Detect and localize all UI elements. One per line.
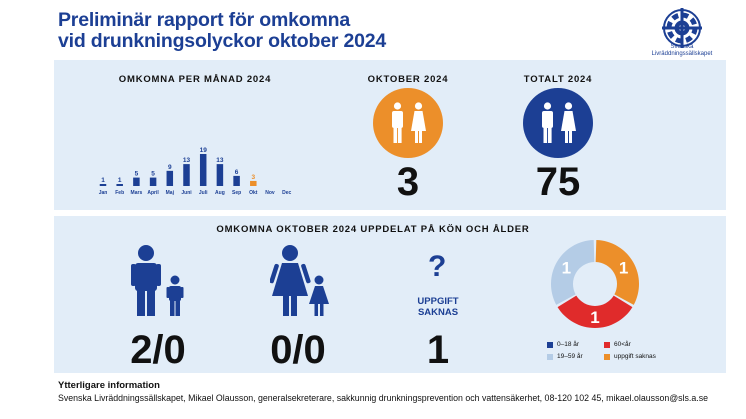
breakdown-panel — [54, 216, 726, 373]
month-tick-label: Jan — [99, 190, 108, 196]
legend-label: 19–59 år — [557, 353, 583, 360]
bar-value-label: 3 — [251, 174, 255, 181]
legend-swatch — [604, 353, 610, 360]
donut-slice-label: 1 — [619, 259, 628, 278]
legend-swatch — [604, 341, 610, 348]
title-line-2: vid drunkningsolyckor oktober 2024 — [58, 30, 387, 52]
bar-feb — [116, 184, 123, 186]
title-line-1: Preliminär rapport för omkomna — [58, 9, 350, 31]
bar-value-label: 19 — [200, 147, 208, 154]
month-tick-label: Nov — [265, 190, 275, 196]
man-and-boy-icon — [131, 245, 184, 316]
year-total: 75 — [535, 160, 581, 204]
lifebuoy-logo-icon — [662, 8, 702, 48]
age-donut-chart: 1 1 1 — [551, 240, 639, 328]
bar-value-label: 13 — [183, 157, 191, 164]
page-title: Preliminär rapport för omkomna vid drunk… — [58, 10, 386, 52]
unknown-label: UPPGIFT SAKNAS — [398, 296, 478, 318]
unknown-value: 1 — [426, 328, 450, 372]
donut-slice-label: 1 — [562, 259, 571, 278]
october-people-icon — [373, 88, 443, 158]
footer-title: Ytterligare information — [58, 380, 160, 391]
month-tick-label: Maj — [166, 190, 175, 196]
logo-text-line-2: Livräddningssällskapet — [651, 51, 713, 57]
bar-sep — [233, 175, 240, 186]
bar-value-label: 5 — [135, 171, 139, 178]
month-tick-label: Juni — [181, 190, 192, 196]
month-tick-label: Juli — [199, 190, 208, 196]
total-people-icon — [523, 88, 593, 158]
month-tick-label: Feb — [115, 190, 124, 196]
legend-label: 60<år — [614, 341, 631, 348]
bar-mars — [133, 177, 140, 186]
month-tick-label: Sep — [232, 190, 241, 196]
bar-value-label: 9 — [168, 164, 172, 171]
woman-and-girl-icon — [270, 245, 329, 316]
monthly-heading: OMKOMNA PER MÅNAD 2024 — [118, 74, 272, 85]
donut-slice — [595, 240, 639, 305]
donut-slice — [557, 295, 633, 328]
bar-april — [149, 177, 157, 186]
legend-label: uppgift saknas — [614, 353, 656, 360]
month-tick-label: April — [147, 190, 159, 196]
bar-value-label: 1 — [118, 177, 122, 184]
bar-value-label: 13 — [216, 157, 224, 164]
bar-jan — [99, 184, 107, 186]
logo-text: Svenska Livräddningssällskapet — [640, 44, 724, 58]
legend-swatch — [547, 353, 553, 360]
legend-item: 19–59 år — [547, 353, 583, 360]
month-tick-label: Dec — [282, 190, 291, 196]
bar-juli — [199, 154, 207, 186]
bar-value-label: 6 — [235, 169, 239, 176]
monthly-bar-chart: 1 Jan 1 Feb 5 Mars 5 April 9 Maj 13 Juni 19 Juli 13 Aug… — [99, 147, 292, 196]
bar-aug — [216, 164, 224, 186]
donut-slice-label: 1 — [590, 308, 599, 327]
legend-label: 0–18 år — [557, 341, 580, 348]
footer-text: Svenska Livräddningssällskapet, Mikael O… — [58, 393, 709, 403]
legend-item: uppgift saknas — [604, 353, 656, 360]
total-heading: TOTALT 2024 — [523, 74, 593, 85]
breakdown-heading: OMKOMNA OKTOBER 2024 UPPDELAT PÅ KÖN OCH… — [216, 224, 530, 235]
bar-value-label: 1 — [101, 177, 105, 184]
bar-okt — [250, 180, 257, 186]
month-tick-label: Okt — [249, 190, 258, 196]
bar-juni — [183, 164, 190, 186]
men-value: 2/0 — [130, 328, 186, 372]
logo-text-line-1: Svenska — [670, 44, 694, 50]
bar-maj — [166, 170, 174, 186]
legend-swatch — [547, 341, 553, 348]
legend-item: 0–18 år — [547, 341, 579, 348]
legend-item: 60<år — [604, 341, 631, 348]
unknown-label-line-1: UPPGIFT — [417, 296, 459, 307]
month-tick-label: Mars — [131, 190, 143, 196]
women-value: 0/0 — [270, 328, 326, 372]
donut-slice — [551, 240, 595, 305]
october-heading: OKTOBER 2024 — [367, 74, 449, 85]
month-tick-label: Aug — [215, 190, 225, 196]
october-total: 3 — [396, 160, 420, 204]
bar-value-label: 5 — [151, 171, 155, 178]
unknown-label-line-2: SAKNAS — [417, 307, 459, 318]
question-mark-icon: ? — [428, 250, 447, 283]
